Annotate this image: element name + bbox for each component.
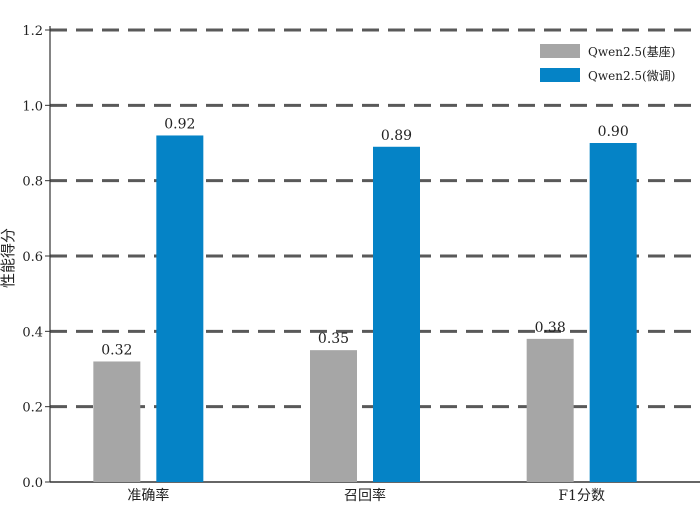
bar	[310, 350, 357, 482]
legend-swatch	[540, 68, 580, 82]
y-tick-label: 0.2	[22, 401, 43, 416]
y-tick-label: 0.6	[22, 250, 43, 265]
bar-value-label: 0.32	[101, 342, 132, 358]
bar-value-label: 0.92	[164, 116, 195, 132]
x-category-label: 准确率	[127, 487, 169, 504]
x-category-label: 召回率	[344, 487, 386, 504]
y-tick-label: 0.0	[22, 476, 43, 491]
bar-value-label: 0.89	[381, 128, 412, 144]
bar	[156, 135, 204, 482]
y-tick-label: 0.4	[22, 325, 43, 340]
y-tick-label: 1.0	[22, 99, 43, 114]
y-axis-title: 性能得分	[0, 228, 17, 288]
bar	[526, 338, 574, 482]
bar-value-label: 0.90	[598, 124, 629, 140]
y-tick-label: 0.8	[22, 175, 43, 190]
legend-label: Qwen2.5(基座)	[588, 44, 675, 59]
bar	[589, 143, 637, 482]
legend: Qwen2.5(基座) Qwen2.5(微调)	[540, 44, 675, 83]
x-category-label: F1分数	[558, 488, 605, 504]
legend-swatch	[540, 44, 580, 58]
bar	[373, 146, 420, 482]
legend-label: Qwen2.5(微调)	[588, 69, 675, 83]
label-layer: 0.32 0.92 准确率 0.35 0.89 召回率 0.38 0.90 F1分数	[101, 116, 629, 504]
bar	[93, 361, 141, 482]
bar-layer	[93, 135, 637, 482]
bar-value-label: 0.35	[318, 331, 349, 347]
bar-value-label: 0.38	[535, 320, 566, 336]
y-tick-label: 1.2	[22, 24, 43, 39]
